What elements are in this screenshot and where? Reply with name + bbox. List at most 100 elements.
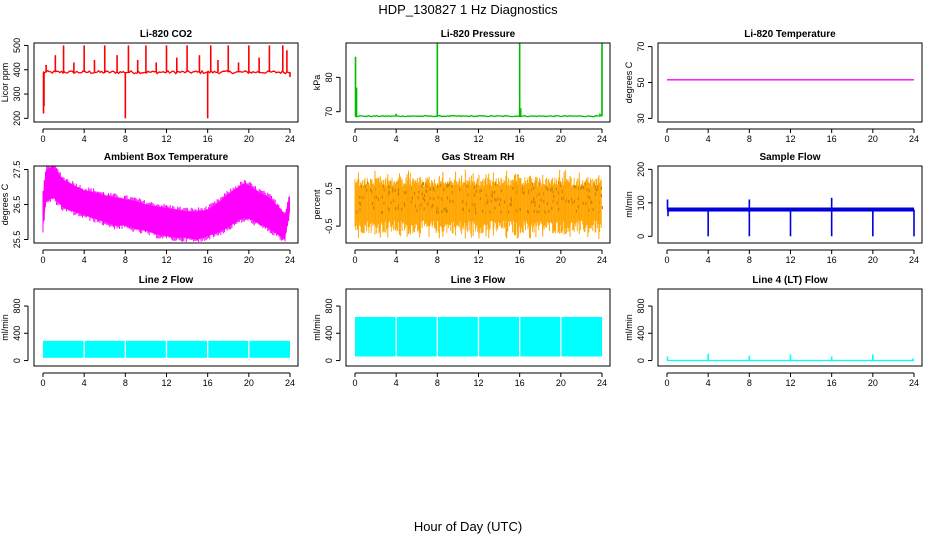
y-tick-label: 25.5: [12, 231, 22, 249]
data-speck: [451, 190, 453, 194]
data-speck: [495, 198, 497, 202]
y-tick-label: 400: [12, 62, 22, 77]
panel-9: Line 4 (LT) Flow ml/min 0 4 8 12 16 20 24 0 400 800: [624, 275, 923, 388]
panel-5: Gas Stream RH percent 0 4 8 12 16 20 24 -0.5 0.5: [312, 152, 611, 265]
x-tick-label: 20: [868, 255, 878, 265]
data-speck: [498, 203, 501, 207]
plot-frame: [657, 165, 923, 244]
x-tick-label: 16: [203, 378, 213, 388]
data-speck: [491, 194, 493, 198]
data-speck: [435, 210, 438, 214]
data-speck: [420, 203, 422, 207]
data-speck: [489, 210, 491, 214]
data-speck: [530, 200, 533, 204]
data-speck: [388, 190, 391, 194]
x-tick-label: 4: [706, 378, 711, 388]
x-tick-label: 0: [352, 134, 357, 144]
data-speck: [436, 184, 439, 188]
data-speck: [359, 202, 362, 206]
data-speck: [439, 183, 441, 187]
data-speck: [359, 195, 361, 199]
y-tick-label: 400: [636, 326, 646, 341]
data-speck: [495, 182, 497, 186]
data-speck: [452, 200, 454, 204]
x-tick-label: 0: [352, 255, 357, 265]
data-speck: [536, 210, 538, 214]
data-speck: [397, 206, 399, 210]
data-speck: [360, 184, 362, 188]
data-speck: [532, 199, 534, 203]
data-speck: [377, 197, 379, 201]
x-tick-label: 4: [82, 378, 87, 388]
data-speck: [585, 202, 587, 206]
data-speck: [416, 209, 418, 213]
data-speck: [375, 195, 377, 199]
data-speck: [571, 201, 574, 205]
data-speck: [521, 187, 524, 191]
data-speck: [465, 184, 467, 188]
data-speck: [364, 184, 366, 188]
data-speck: [381, 195, 384, 199]
data-speck: [594, 192, 597, 196]
data-speck: [374, 187, 377, 191]
x-tick-label: 24: [909, 134, 919, 144]
x-tick-label: 24: [597, 255, 607, 265]
x-tick-label: 0: [40, 134, 45, 144]
data-speck: [424, 198, 426, 202]
x-tick-label: 4: [82, 255, 87, 265]
x-tick-label: 12: [473, 255, 483, 265]
data-speck: [491, 190, 493, 194]
data-speck: [427, 202, 429, 206]
data-speck: [534, 203, 536, 207]
data-speck: [533, 209, 535, 213]
data-speck: [441, 210, 443, 214]
data-speck: [528, 189, 530, 193]
x-tick-label: 24: [285, 255, 295, 265]
data-speck: [474, 193, 476, 197]
data-speck: [510, 203, 513, 207]
data-speck: [593, 183, 595, 187]
panel-6: Sample Flow ml/min 0 4 8 12 16 20 24 0 100 200: [624, 152, 923, 265]
x-tick-label: 20: [556, 378, 566, 388]
data-speck: [474, 203, 476, 207]
data-speck: [392, 189, 394, 193]
data-speck: [534, 182, 536, 186]
x-tick-label: 8: [747, 255, 752, 265]
x-tick-label: 4: [706, 134, 711, 144]
data-speck: [577, 205, 579, 209]
data-speck: [552, 190, 554, 194]
x-tick-label: 24: [597, 134, 607, 144]
x-tick-label: 20: [868, 378, 878, 388]
data-speck: [557, 191, 560, 195]
data-speck: [393, 199, 395, 203]
x-tick-label: 12: [161, 378, 171, 388]
data-speck: [584, 182, 587, 186]
plot-frame: [657, 42, 923, 123]
data-speck: [381, 210, 383, 214]
data-speck: [394, 207, 397, 211]
data-speck: [570, 197, 573, 201]
data-speck: [597, 184, 599, 188]
data-speck: [387, 190, 390, 194]
data-speck: [568, 200, 570, 204]
y-tick-label: 400: [12, 326, 22, 341]
y-tick-label: 100: [636, 195, 646, 210]
data-speck: [389, 185, 391, 189]
data-speck: [588, 208, 590, 212]
data-speck: [592, 208, 594, 212]
data-speck: [461, 200, 463, 204]
y-axis-label: kPa: [312, 75, 322, 91]
y-tick-label: 200: [636, 162, 646, 177]
data-speck: [436, 206, 438, 210]
data-speck: [362, 196, 364, 200]
data-speck: [473, 185, 475, 189]
x-tick-label: 16: [515, 378, 525, 388]
y-tick-label: 0: [12, 358, 22, 363]
x-tick-label: 16: [827, 255, 837, 265]
x-tick-label: 12: [161, 134, 171, 144]
x-tick-label: 8: [435, 255, 440, 265]
data-speck: [594, 186, 596, 190]
y-axis-label: percent: [312, 189, 322, 220]
data-speck: [423, 194, 426, 198]
